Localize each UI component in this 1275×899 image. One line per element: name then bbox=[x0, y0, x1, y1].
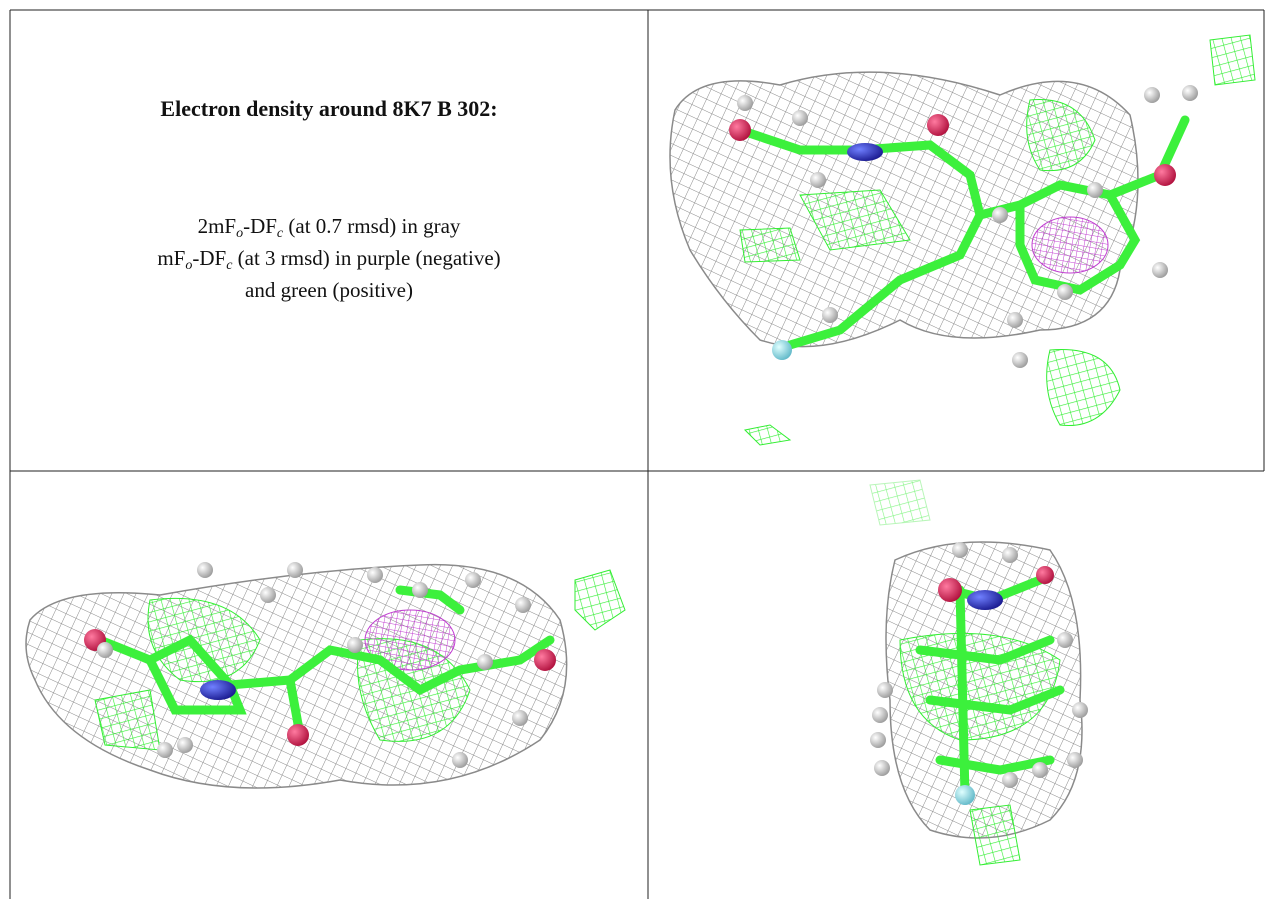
caption-title: Electron density around 8K7 B 302: bbox=[160, 96, 498, 121]
subscript: c bbox=[226, 258, 233, 273]
caption-line: 2mFo-DFc (at 0.7 rmsd) in gray bbox=[10, 210, 648, 242]
caption-line: mFo-DFc (at 3 rmsd) in purple (negative) bbox=[10, 242, 648, 274]
text: -DF bbox=[192, 246, 227, 270]
text: and green (positive) bbox=[245, 278, 413, 302]
caption-line: and green (positive) bbox=[10, 274, 648, 306]
text: (at 0.7 rmsd) in gray bbox=[283, 214, 461, 238]
molecule-view-3 bbox=[869, 479, 1088, 866]
subscript: c bbox=[276, 226, 284, 241]
text: -DF bbox=[243, 214, 277, 238]
subscript: o bbox=[236, 226, 244, 241]
molecule-view-1 bbox=[669, 34, 1256, 446]
text: (at 3 rmsd) in purple (negative) bbox=[232, 246, 501, 270]
table-grid bbox=[9, 9, 1265, 899]
text: 2mF bbox=[197, 214, 237, 238]
text: mF bbox=[157, 246, 186, 270]
subscript: o bbox=[185, 258, 193, 273]
molecule-view-2 bbox=[25, 562, 626, 789]
